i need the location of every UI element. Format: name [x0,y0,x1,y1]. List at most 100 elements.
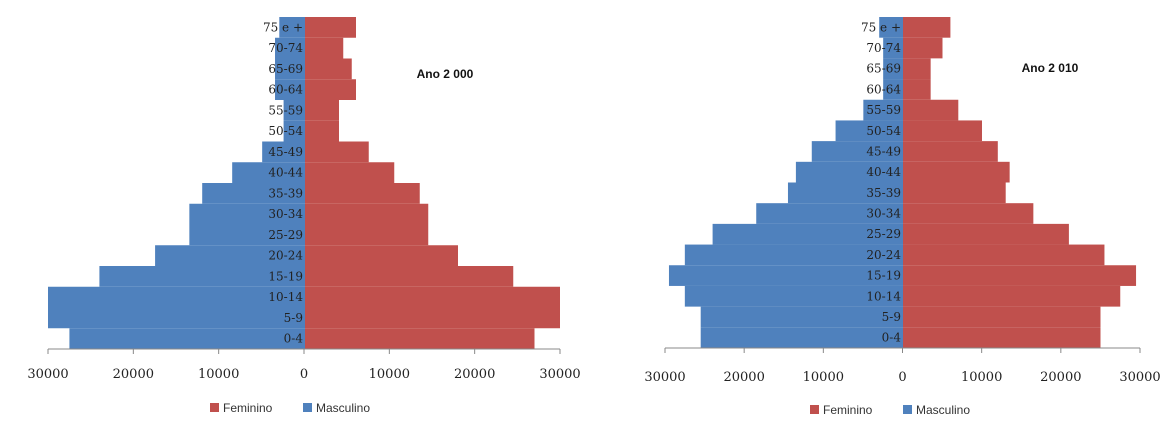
pyramid-chart-2010: 0-4 5-9 10-14 15-19 20-24 25-29 30-34 35-39 40-4… [644,17,1161,417]
age-label: 10-14 [866,289,901,303]
bar-masculino [863,99,903,121]
age-label: 60-64 [268,83,303,97]
bar-feminino [305,162,395,183]
bar-feminino [305,100,339,121]
bar-feminino [903,223,1069,245]
bar-feminino [903,265,1137,286]
bar-feminino [903,79,931,100]
age-label: 25-29 [268,228,303,242]
bar-feminino [305,328,535,349]
bar-masculino [275,58,305,80]
age-label: 20-24 [866,248,901,262]
age-label: 0-4 [882,331,902,345]
x-tick-label: 10000 [369,367,410,382]
bar-masculino [48,307,305,329]
bar-masculino [684,285,903,307]
age-label: 45-49 [268,145,303,159]
bar-masculino [189,203,305,225]
bar-feminino [903,161,1010,183]
bar-masculino [700,306,903,328]
x-tick-label: 20000 [1040,370,1081,385]
bar-feminino [903,327,1101,348]
legend-label-feminino: Feminino [223,401,273,415]
bar-masculino [155,245,305,266]
age-label: 0-4 [284,332,304,346]
x-tick-label: 30000 [539,367,580,382]
age-label: 70-74 [268,41,303,55]
age-label: 65-69 [268,62,303,76]
bar-masculino [795,161,903,183]
bar-feminino [305,203,429,225]
age-label: 20-24 [268,249,303,263]
legend-swatch-masculino [903,405,912,414]
pyramid-chart-2000: 0-4 5-9 10-14 15-19 20-24 25-29 30-34 35-39 40-4… [27,17,581,415]
legend-swatch-masculino [303,403,312,412]
bar-masculino [48,286,305,308]
age-label: 50-54 [866,124,901,138]
bar-masculino [668,265,903,286]
age-label: 65-69 [866,62,901,76]
age-label: 10-14 [268,290,303,304]
bar-masculino [835,120,903,142]
chart-title: Ano 2 000 [417,67,474,81]
age-label: 35-39 [268,186,303,200]
bar-feminino [305,183,420,204]
legend-swatch-feminino [210,403,219,412]
bar-feminino [305,307,560,329]
bar-masculino [279,17,305,38]
x-tick-label: 10000 [803,370,844,385]
legend-label-masculino: Masculino [316,401,370,415]
bar-masculino [99,266,306,287]
bar-masculino [69,328,306,349]
bar-masculino [712,223,903,245]
age-label: 45-49 [866,144,901,158]
bar-feminino [305,58,352,80]
bar-feminino [305,141,369,163]
bar-masculino [883,58,903,80]
bar-masculino [283,120,305,142]
bar-masculino [811,141,903,162]
bar-masculino [883,79,903,100]
age-label: 15-19 [866,269,901,283]
bar-masculino [232,162,305,183]
bar-masculino [202,183,305,204]
age-label: 70-74 [866,41,901,55]
age-label: 5-9 [882,310,901,324]
x-tick-label: 30000 [1119,370,1160,385]
bar-feminino [903,244,1105,266]
bar-feminino [305,17,356,38]
bar-masculino [756,203,903,224]
bar-masculino [700,327,903,348]
age-label: 30-34 [866,207,901,221]
age-label: 5-9 [284,311,303,325]
legend-label-feminino: Feminino [823,403,873,417]
age-label: 75 e + [861,20,901,34]
x-tick-label: 20000 [454,367,495,382]
age-label: 55-59 [866,103,901,117]
bar-masculino [275,79,305,100]
x-tick-label: 10000 [961,370,1002,385]
age-label: 75 e + [263,20,303,34]
bar-masculino [883,37,903,59]
bar-feminino [903,203,1034,224]
x-tick-label: 0 [898,370,906,385]
bar-feminino [903,141,998,162]
bar-masculino [262,141,305,163]
x-tick-label: 10000 [198,367,239,382]
age-label: 35-39 [866,186,901,200]
bar-feminino [305,245,458,266]
x-tick-label: 20000 [113,367,154,382]
age-label: 25-29 [866,227,901,241]
legend-label-masculino: Masculino [916,403,970,417]
bar-feminino [305,266,514,287]
age-label: 30-34 [268,207,303,221]
age-label: 40-44 [268,166,303,180]
bar-masculino [787,182,903,204]
bar-feminino [903,37,943,59]
bar-feminino [305,120,339,142]
bar-masculino [684,244,903,266]
age-label: 60-64 [866,82,901,96]
bar-feminino [903,306,1101,328]
age-label: 40-44 [866,165,901,179]
